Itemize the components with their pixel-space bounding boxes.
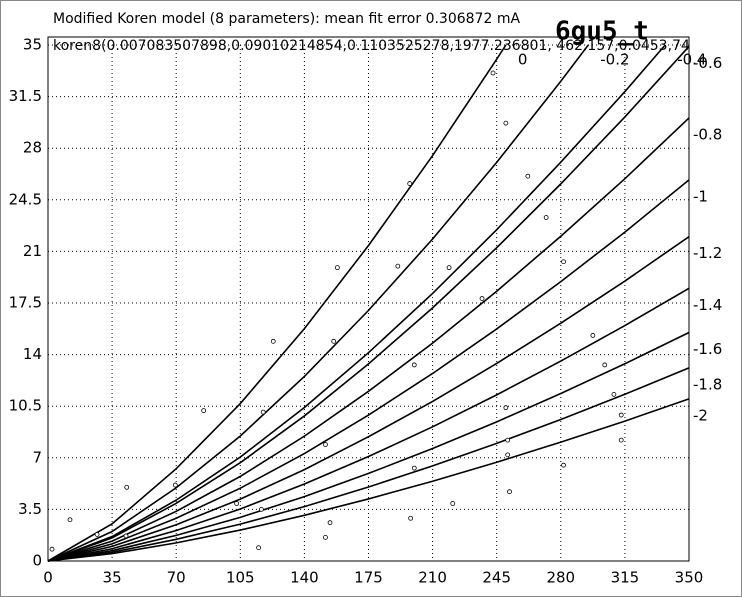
measured-point bbox=[446, 265, 452, 271]
measured-point bbox=[408, 515, 414, 521]
curve bbox=[47, 287, 690, 562]
measured-point bbox=[505, 437, 511, 443]
measured-point bbox=[561, 462, 566, 468]
curve-label: -2 bbox=[693, 406, 708, 424]
measured-point bbox=[411, 362, 417, 368]
y-tick-label: 24.5 bbox=[9, 190, 42, 208]
measured-point bbox=[123, 533, 129, 539]
curve bbox=[47, 398, 690, 562]
measured-point bbox=[503, 120, 509, 126]
measured-point bbox=[618, 412, 624, 418]
x-tick-label: 350 bbox=[675, 569, 704, 587]
curve-label: 0 bbox=[518, 51, 528, 69]
measured-point bbox=[334, 265, 340, 271]
curve bbox=[47, 367, 690, 562]
curve-label: -1.8 bbox=[693, 375, 722, 393]
measured-point bbox=[201, 408, 207, 414]
measured-point bbox=[258, 506, 264, 512]
x-tick-label: 140 bbox=[290, 569, 319, 587]
measured-point bbox=[525, 173, 531, 179]
curve bbox=[47, 331, 690, 562]
x-tick-label: 280 bbox=[546, 569, 575, 587]
measured-point bbox=[260, 409, 266, 415]
measured-point bbox=[450, 501, 456, 506]
curve-label: -0.6 bbox=[693, 54, 722, 72]
y-tick-label: 3.5 bbox=[18, 500, 42, 518]
x-tick-label: 105 bbox=[226, 569, 255, 587]
y-tick-label: 21 bbox=[23, 242, 42, 260]
measured-point bbox=[331, 338, 337, 344]
curve-label: -0.2 bbox=[600, 51, 629, 69]
curve bbox=[47, 179, 690, 562]
x-tick-label: 315 bbox=[611, 569, 640, 587]
curve bbox=[47, 44, 666, 562]
curve-label: -0.4 bbox=[677, 51, 706, 69]
measured-point bbox=[590, 333, 596, 338]
plot-frame bbox=[47, 36, 690, 562]
chart-title: Modified Koren model (8 parameters): mea… bbox=[53, 11, 520, 27]
measured-point bbox=[124, 484, 130, 490]
measured-point bbox=[270, 338, 276, 344]
tube-name: 6gu5_t bbox=[555, 17, 649, 47]
curve-label: -1.2 bbox=[693, 244, 722, 262]
measured-point bbox=[234, 501, 240, 506]
measured-point bbox=[407, 181, 413, 186]
curve-label: -1.4 bbox=[693, 296, 722, 314]
measured-point bbox=[611, 392, 617, 397]
measured-point bbox=[67, 517, 73, 523]
x-tick-label: 70 bbox=[167, 569, 186, 587]
measured-point bbox=[505, 452, 511, 458]
curve bbox=[47, 45, 690, 562]
y-tick-label: 35 bbox=[23, 36, 42, 54]
curve-label: -1 bbox=[693, 187, 708, 205]
measured-point bbox=[323, 442, 328, 447]
y-tick-label: 28 bbox=[23, 139, 42, 157]
y-tick-label: 14 bbox=[23, 345, 42, 363]
x-tick-label: 175 bbox=[354, 569, 383, 587]
x-tick-label: 0 bbox=[43, 569, 53, 587]
curve bbox=[47, 44, 589, 562]
y-tick-label: 31.5 bbox=[9, 87, 42, 105]
measured-point bbox=[327, 520, 333, 526]
measured-point bbox=[323, 535, 328, 540]
measured-point bbox=[256, 545, 262, 551]
x-tick-label: 210 bbox=[418, 569, 447, 587]
curve bbox=[47, 44, 507, 562]
y-tick-label: 0 bbox=[32, 552, 42, 570]
y-tick-label: 7 bbox=[32, 448, 42, 466]
chart-subtitle: koren8(0.007083507898,0.09010214854,0.11… bbox=[53, 38, 690, 54]
measured-point bbox=[49, 546, 55, 552]
measured-point bbox=[395, 263, 401, 269]
measured-point bbox=[411, 465, 417, 471]
curve-label: -1.6 bbox=[693, 340, 722, 358]
curve bbox=[47, 235, 690, 562]
y-tick-label: 10.5 bbox=[9, 397, 42, 415]
curve-label: -0.8 bbox=[693, 125, 722, 143]
x-tick-label: 35 bbox=[103, 569, 122, 587]
measured-point bbox=[602, 362, 608, 368]
measured-point bbox=[543, 215, 549, 220]
x-tick-label: 245 bbox=[482, 569, 511, 587]
measured-point bbox=[172, 482, 178, 488]
measured-point bbox=[490, 70, 496, 76]
measured-point bbox=[561, 259, 566, 265]
y-tick-label: 17.5 bbox=[9, 294, 42, 312]
measured-point bbox=[507, 489, 512, 495]
measured-point bbox=[503, 405, 509, 411]
measured-point bbox=[479, 296, 485, 301]
measured-point bbox=[94, 532, 100, 537]
curve bbox=[47, 117, 690, 562]
measured-point bbox=[618, 437, 624, 443]
